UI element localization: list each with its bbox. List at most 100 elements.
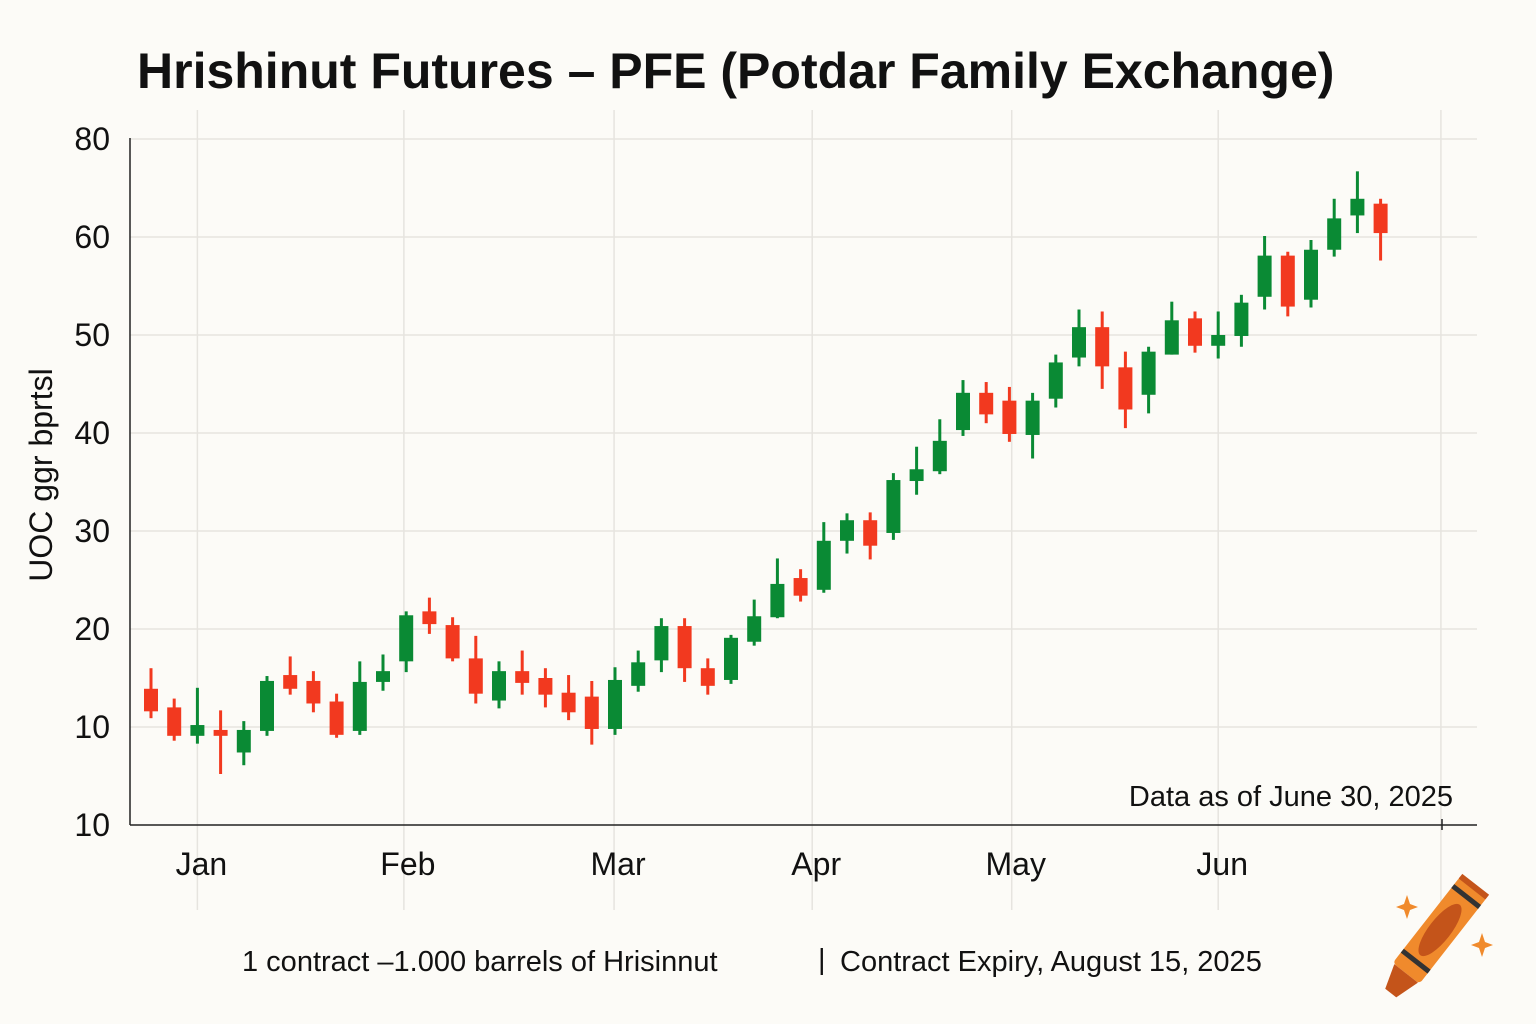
candle-down bbox=[422, 597, 437, 634]
candle-body bbox=[538, 678, 553, 695]
footer-expiry: Contract Expiry, August 15, 2025 bbox=[840, 946, 1262, 978]
candle-body bbox=[561, 692, 576, 713]
candle-down bbox=[1373, 198, 1388, 261]
candle-body bbox=[1048, 362, 1063, 399]
candle-body bbox=[1095, 327, 1110, 367]
candle-body bbox=[1072, 327, 1086, 358]
candle-body bbox=[399, 615, 414, 662]
candle-down bbox=[561, 675, 576, 721]
candle-down bbox=[1002, 386, 1017, 442]
candle-up bbox=[909, 446, 924, 495]
candle-body bbox=[631, 662, 646, 686]
candle-up bbox=[1257, 236, 1272, 310]
candle-up bbox=[1025, 392, 1040, 459]
y-tick-label: 10 bbox=[74, 709, 110, 745]
candle-down bbox=[1118, 351, 1133, 429]
y-tick-label: 80 bbox=[74, 121, 110, 157]
candle-body bbox=[1234, 302, 1249, 336]
x-tick-label: Jan bbox=[176, 846, 228, 882]
candle-body bbox=[1164, 320, 1179, 355]
candle-body bbox=[863, 520, 878, 546]
candle-up bbox=[724, 634, 738, 684]
candle-body bbox=[1002, 400, 1017, 434]
candle-down bbox=[144, 668, 158, 719]
candle-body bbox=[468, 658, 483, 694]
candle-down bbox=[538, 668, 553, 708]
crayon-icon bbox=[1385, 873, 1493, 998]
x-tick-label: Feb bbox=[380, 846, 435, 882]
footer-separator: | bbox=[818, 944, 826, 976]
candle-body bbox=[190, 725, 205, 736]
candle-body bbox=[1327, 218, 1342, 250]
x-tick-label: Apr bbox=[791, 846, 841, 882]
footer-contract-size: 1 contract –1.000 barrels of Hrisinnut bbox=[242, 946, 718, 978]
candle-down bbox=[167, 698, 182, 741]
candle-body bbox=[144, 688, 158, 712]
candle-up bbox=[1072, 309, 1086, 367]
candle-down bbox=[445, 617, 460, 662]
y-tick-label: 50 bbox=[74, 317, 110, 353]
candle-body bbox=[1257, 255, 1272, 297]
candle-body bbox=[956, 392, 970, 431]
candle-body bbox=[352, 681, 367, 731]
candle-down bbox=[979, 382, 994, 424]
candle-body bbox=[747, 616, 762, 642]
candle-body bbox=[236, 729, 251, 753]
candle-down bbox=[793, 569, 808, 602]
candle-body bbox=[1350, 198, 1365, 216]
candle-up bbox=[956, 380, 970, 436]
candle-body bbox=[886, 480, 901, 533]
candle-body bbox=[167, 707, 182, 736]
candle-up bbox=[376, 654, 390, 691]
candle-up bbox=[631, 650, 646, 692]
candle-body bbox=[329, 701, 344, 735]
candle-body bbox=[213, 729, 228, 736]
x-tick-label: May bbox=[985, 846, 1045, 882]
candle-body bbox=[770, 583, 785, 618]
candle-body bbox=[515, 671, 530, 683]
candle-up bbox=[236, 721, 251, 766]
candle-body bbox=[492, 671, 506, 701]
candle-up bbox=[260, 676, 274, 736]
candle-up bbox=[747, 599, 762, 646]
candle-up bbox=[932, 419, 947, 475]
candle-up bbox=[840, 513, 854, 554]
candle-body bbox=[376, 671, 390, 682]
candle-body bbox=[1025, 400, 1040, 435]
candle-up bbox=[1350, 171, 1365, 234]
y-tick-label: 60 bbox=[74, 219, 110, 255]
x-axis-ticks: Jan Feb Mar Apr May Jun bbox=[176, 846, 1248, 882]
candle-up bbox=[1141, 346, 1156, 414]
candle-up bbox=[1211, 311, 1226, 359]
candle-down bbox=[1095, 311, 1110, 389]
candle-down bbox=[677, 618, 692, 682]
candle-body bbox=[979, 392, 994, 415]
candle-down bbox=[283, 656, 298, 695]
candle-down bbox=[306, 671, 321, 713]
y-tick-label: 20 bbox=[74, 611, 110, 647]
data-as-of-annotation: Data as of June 30, 2025 bbox=[1129, 781, 1453, 813]
grid bbox=[130, 110, 1477, 910]
candle-body bbox=[608, 679, 622, 729]
candle-up bbox=[770, 558, 785, 619]
candle-down bbox=[863, 512, 878, 560]
candle-down bbox=[213, 710, 228, 775]
candle-body bbox=[283, 675, 298, 689]
candle-body bbox=[1373, 203, 1388, 234]
candle-up bbox=[816, 522, 831, 593]
candle-body bbox=[654, 626, 669, 661]
candle-up bbox=[654, 618, 669, 673]
candle-body bbox=[932, 440, 947, 472]
x-tick-label: Jun bbox=[1196, 846, 1248, 882]
candle-body bbox=[1188, 318, 1202, 346]
candle-body bbox=[724, 637, 738, 680]
y-tick-label: 30 bbox=[74, 513, 110, 549]
candle-up bbox=[608, 667, 622, 735]
candle-body bbox=[1304, 249, 1318, 300]
candles bbox=[144, 171, 1388, 775]
candle-down bbox=[1280, 251, 1295, 317]
candle-up bbox=[1234, 294, 1249, 347]
candle-body bbox=[260, 680, 274, 731]
candle-up bbox=[1164, 301, 1179, 355]
